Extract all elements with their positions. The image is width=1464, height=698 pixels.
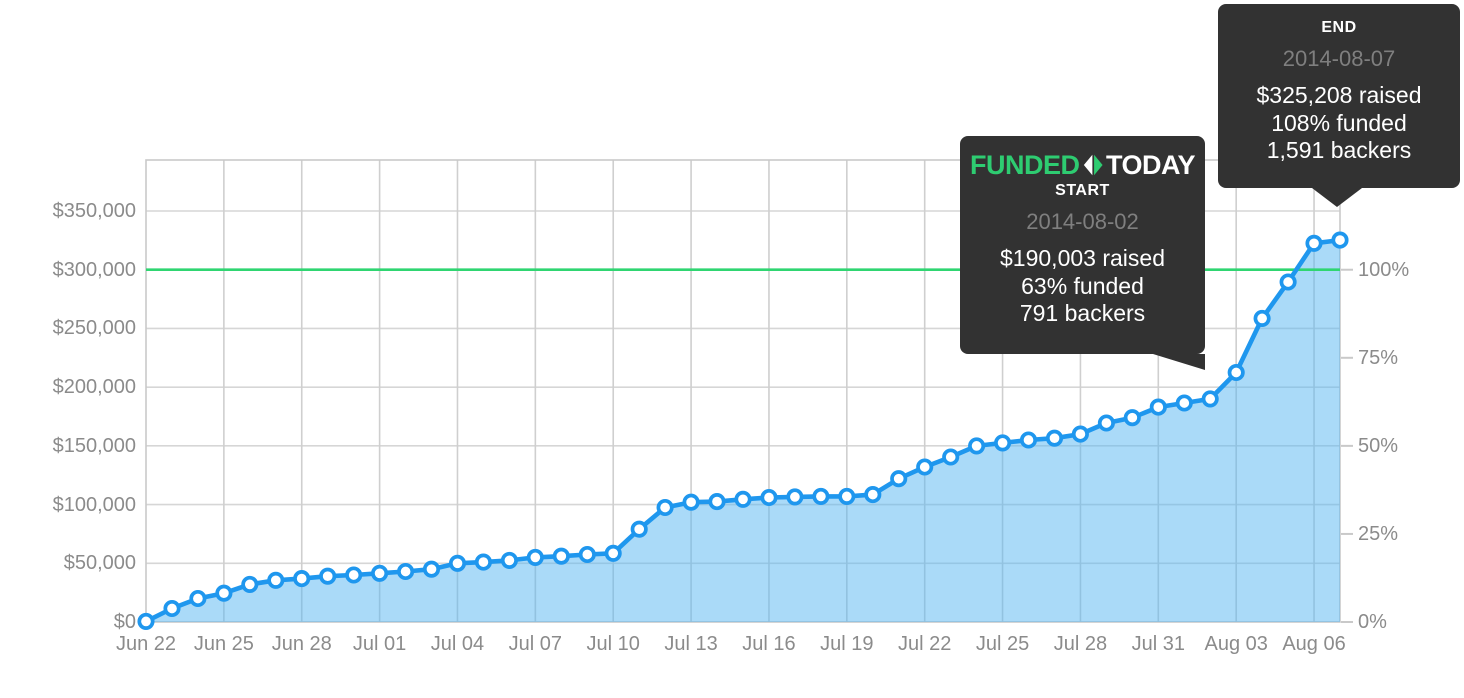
x-axis-tick-label: Jun 25 [193, 633, 254, 655]
data-point-jul-16[interactable] [760, 488, 778, 507]
x-axis-tick-label: Jul 22 [898, 633, 952, 655]
x-axis-tick-label: Jul 28 [1053, 633, 1108, 655]
data-point-jul-18[interactable] [812, 487, 830, 505]
y-axis-right-tick-label: 50% [1358, 434, 1399, 457]
logo-funded-text: FUNDED [970, 149, 1080, 180]
x-axis-tick-label: Jul 04 [430, 633, 485, 655]
x-axis-tick-label: Jul 31 [1131, 633, 1185, 655]
data-point-aug-03[interactable] [1227, 363, 1245, 382]
data-point-jul-03[interactable] [422, 560, 441, 578]
y-axis-left-tick-label: $250,000 [52, 317, 136, 340]
end-funded: 108% funded [1271, 109, 1407, 136]
logo-today-text: TODAY [1105, 149, 1196, 180]
data-point-jul-07[interactable] [526, 548, 544, 566]
start-tooltip: FUNDED TODAY START 2014-08-02 $190,003 r… [960, 136, 1205, 370]
data-point-jun-28[interactable] [293, 570, 311, 588]
data-point-jul-11[interactable] [630, 520, 648, 538]
data-point-jul-23[interactable] [942, 448, 960, 466]
x-axis-tick-label: Jun 22 [115, 633, 177, 655]
data-point-jul-30[interactable] [1123, 409, 1141, 427]
x-axis-tick-label: Jul 16 [742, 633, 796, 655]
data-point-jul-12[interactable] [656, 498, 674, 517]
y-axis-left-tick-label: $350,000 [52, 200, 136, 222]
data-point-jul-24[interactable] [968, 437, 986, 455]
data-point-aug-01[interactable] [1175, 394, 1193, 412]
start-date: 2014-08-02 [1026, 209, 1139, 234]
end-tooltip: END 2014-08-07 $325,208 raised 108% fund… [1218, 4, 1460, 207]
y-axis-right-tick-label: 100% [1358, 258, 1410, 281]
start-raised: $190,003 raised [1000, 245, 1165, 271]
end-label: END [1321, 19, 1357, 36]
funded-today-logo: FUNDED TODAY [970, 149, 1196, 180]
data-point-jun-25[interactable] [215, 584, 233, 602]
y-axis-left-tick-label: $0 [113, 611, 136, 633]
data-point-jul-31[interactable] [1149, 398, 1167, 416]
y-axis-left-tick-label: $150,000 [52, 434, 136, 457]
y-axis-left-tick-label: $100,000 [52, 493, 136, 516]
x-axis-tick-label: Aug 03 [1204, 633, 1268, 655]
data-point-jul-20[interactable] [864, 486, 882, 504]
data-point-jul-01[interactable] [371, 564, 389, 582]
data-point-jul-09[interactable] [578, 545, 596, 564]
data-point-aug-04[interactable] [1253, 309, 1271, 327]
x-axis-tick-label: Jul 10 [586, 633, 640, 655]
data-point-jul-25[interactable] [994, 434, 1012, 452]
y-axis-right-tick-label: 0% [1358, 611, 1387, 633]
data-point-jul-04[interactable] [448, 554, 467, 572]
x-axis-tick-label: Jul 13 [664, 633, 718, 655]
data-point-jul-26[interactable] [1019, 431, 1038, 449]
data-point-jun-29[interactable] [319, 567, 337, 585]
data-point-jul-02[interactable] [397, 562, 415, 581]
data-point-jul-05[interactable] [474, 553, 492, 571]
data-point-jul-10[interactable] [604, 544, 622, 562]
end-raised: $325,208 raised [1256, 82, 1422, 108]
end-date: 2014-08-07 [1282, 46, 1396, 71]
data-point-jul-29[interactable] [1097, 414, 1115, 432]
y-axis-left-tick-label: $50,000 [63, 552, 136, 575]
y-axis-right-tick-label: 75% [1358, 346, 1399, 369]
data-point-jun-27[interactable] [267, 571, 285, 589]
data-point-jun-26[interactable] [241, 575, 259, 593]
y-axis-left-tick-label: $300,000 [52, 258, 136, 281]
y-axis-right-tick-label: 25% [1358, 522, 1399, 545]
data-point-jul-15[interactable] [734, 490, 752, 508]
data-point-jul-08[interactable] [552, 547, 570, 565]
x-axis-tick-label: Jul 25 [975, 633, 1030, 655]
y-axis-left-tick-label: $200,000 [52, 376, 136, 399]
data-point-aug-05[interactable] [1279, 273, 1297, 291]
x-axis-tick-label: Jun 28 [271, 633, 332, 655]
data-point-jun-30[interactable] [345, 566, 363, 584]
end-backers: 1,591 backers [1266, 137, 1412, 163]
data-point-jun-24[interactable] [189, 589, 207, 608]
start-label: START [1055, 182, 1110, 199]
start-backers: 791 backers [1019, 300, 1146, 326]
data-point-jun-22[interactable] [137, 612, 155, 630]
data-point-jul-17[interactable] [786, 488, 804, 506]
data-point-jul-27[interactable] [1045, 429, 1064, 447]
x-axis-tick-label: Aug 06 [1282, 633, 1346, 655]
funded-today-diamond-icon [1083, 154, 1103, 176]
end-tooltip-pointer [1312, 188, 1362, 207]
data-point-aug-07[interactable] [1331, 231, 1349, 249]
data-point-jul-14[interactable] [708, 493, 726, 511]
data-point-jul-13[interactable] [682, 493, 700, 511]
x-axis-tick-label: Jul 19 [820, 633, 874, 655]
data-point-aug-02[interactable] [1201, 390, 1219, 408]
data-point-aug-06[interactable] [1305, 234, 1323, 252]
start-tooltip-pointer [1153, 354, 1205, 370]
data-point-jun-23[interactable] [163, 599, 181, 618]
start-funded: 63% funded [1021, 272, 1144, 299]
data-point-jul-22[interactable] [916, 458, 934, 476]
data-point-jul-19[interactable] [838, 487, 856, 505]
data-point-jul-21[interactable] [890, 470, 908, 488]
x-axis-tick-label: Jul 01 [352, 633, 407, 655]
data-point-jul-06[interactable] [500, 551, 518, 569]
x-axis-tick-label: Jul 07 [508, 633, 563, 655]
data-point-jul-28[interactable] [1071, 425, 1089, 443]
